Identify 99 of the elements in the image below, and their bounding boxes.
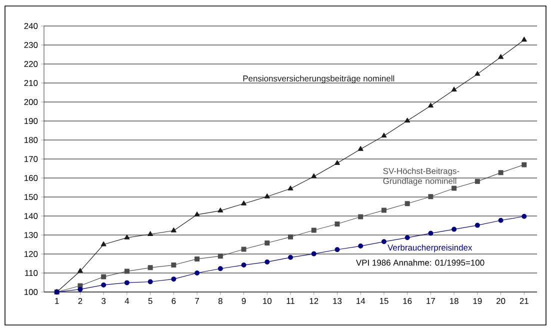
- point: [288, 186, 294, 190]
- point: [194, 256, 200, 262]
- point: [171, 262, 176, 268]
- point: [452, 226, 457, 232]
- point: [334, 247, 340, 252]
- point: [218, 266, 223, 272]
- text: Pensionsversicherungsbeiträge nominell: [243, 75, 394, 84]
- x-tick-label: 8: [218, 298, 222, 304]
- point: [194, 212, 200, 216]
- x-tick-label: 10: [263, 298, 272, 304]
- point: [522, 162, 527, 168]
- x-tick-label: 9: [242, 298, 246, 304]
- y-tick-label: 160: [24, 175, 38, 181]
- x-tick-label: 12: [310, 298, 318, 304]
- x-tick-label: 20: [496, 298, 506, 304]
- point: [334, 160, 340, 165]
- y-tick-label: 230: [24, 42, 38, 48]
- point: [241, 246, 246, 252]
- x-tick-label: 15: [380, 298, 388, 304]
- point: [334, 221, 340, 226]
- point: [451, 86, 457, 92]
- point: [78, 268, 83, 273]
- point: [124, 280, 130, 286]
- point: [498, 218, 504, 223]
- point: [148, 279, 153, 284]
- point: [101, 274, 106, 280]
- point: [170, 228, 176, 232]
- point: [101, 282, 106, 288]
- point: [288, 254, 294, 260]
- point: [404, 118, 410, 123]
- y-tick-label: 200: [24, 99, 38, 105]
- point: [521, 36, 527, 42]
- y-tick-label: 110: [25, 270, 38, 276]
- point: [358, 244, 364, 249]
- x-tick-label: 2: [78, 298, 82, 304]
- annotation: VPI 1986 Annahme: 01/1995=100: [356, 259, 484, 266]
- point: [404, 201, 410, 206]
- point: [311, 173, 317, 178]
- point: [311, 251, 316, 256]
- x-tick-label: 19: [473, 298, 482, 304]
- point: [124, 234, 130, 240]
- point: [148, 231, 154, 236]
- y-tick-label: 210: [24, 80, 38, 86]
- x-tick-label: 4: [124, 298, 130, 304]
- point: [498, 170, 504, 176]
- y-tick-label: 220: [24, 61, 38, 67]
- x-tick-label: 1: [55, 298, 59, 304]
- x-tick-label: 3: [102, 298, 106, 304]
- point: [381, 132, 387, 138]
- y-tick-label: 180: [24, 137, 38, 143]
- point: [288, 234, 294, 240]
- series-label: SV-Höchst-Beitrags-Grundlage nominell: [383, 168, 460, 186]
- point: [148, 265, 153, 270]
- point: [311, 228, 316, 233]
- x-tick-label: 6: [172, 298, 176, 304]
- point: [194, 270, 200, 276]
- point: [474, 222, 480, 228]
- point: [428, 194, 434, 200]
- point: [124, 268, 130, 274]
- y-tick-label: 130: [24, 232, 38, 238]
- y-tick-label: 150: [24, 194, 38, 200]
- x-tick-label: 18: [450, 298, 458, 304]
- x-tick-label: 16: [403, 298, 412, 304]
- point: [522, 214, 527, 219]
- point: [498, 54, 504, 59]
- y-tick-label: 190: [24, 118, 38, 124]
- y-tick-label: 240: [24, 23, 38, 29]
- x-tick-label: 7: [195, 298, 199, 304]
- y-tick-label: 100: [24, 289, 38, 295]
- point: [264, 194, 270, 198]
- point: [428, 102, 434, 108]
- x-tick-label: 21: [520, 298, 528, 304]
- point: [358, 146, 364, 151]
- y-tick-label: 120: [24, 251, 38, 257]
- x-tick-label: 13: [333, 298, 342, 304]
- x-tick-label: 11: [286, 298, 294, 304]
- point: [264, 240, 270, 246]
- point: [171, 276, 176, 282]
- x-tick-label: 5: [148, 298, 152, 304]
- point: [264, 259, 270, 264]
- point: [100, 241, 106, 246]
- point: [474, 70, 480, 76]
- series-label: Verbraucherpreisindex: [388, 244, 472, 252]
- point: [241, 200, 246, 206]
- x-tick-label: 17: [426, 298, 435, 304]
- x-tick-label: 14: [356, 298, 366, 304]
- point: [428, 230, 434, 236]
- point: [358, 214, 364, 220]
- point: [404, 235, 410, 240]
- point: [381, 208, 386, 213]
- point: [218, 254, 223, 259]
- point: [452, 186, 457, 191]
- point: [474, 178, 480, 184]
- point: [78, 286, 83, 292]
- point: [218, 208, 224, 212]
- y-tick-label: 170: [24, 156, 38, 162]
- point: [241, 262, 246, 268]
- point: [381, 239, 386, 244]
- y-tick-label: 140: [24, 213, 38, 219]
